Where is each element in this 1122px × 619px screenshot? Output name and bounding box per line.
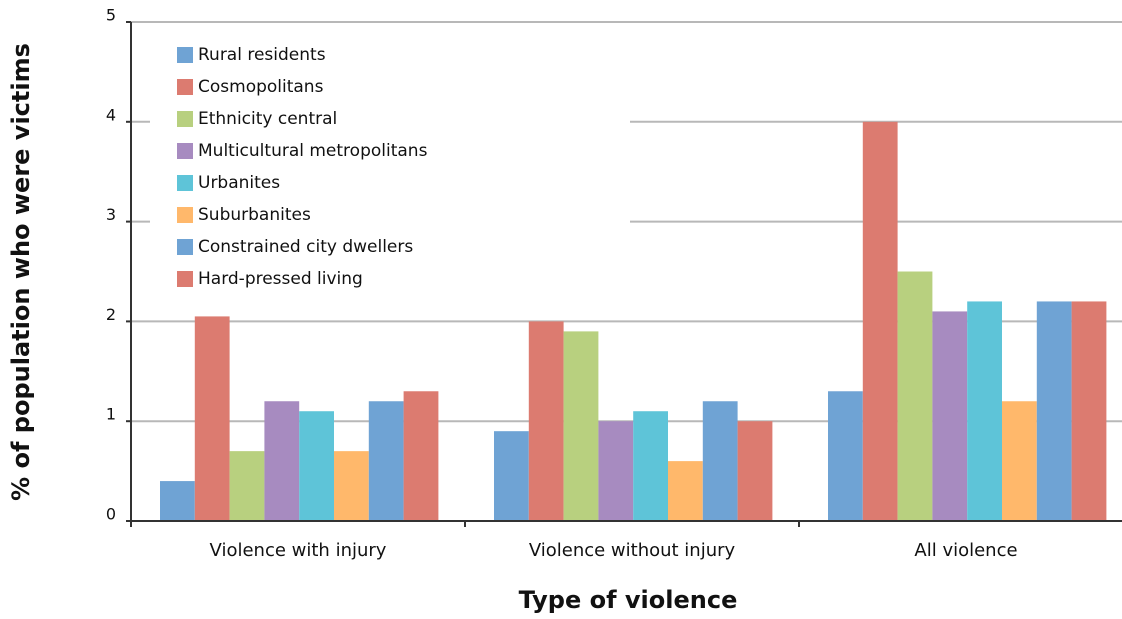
bar xyxy=(828,391,863,521)
legend-label: Rural residents xyxy=(198,45,326,65)
legend-label: Constrained city dwellers xyxy=(198,237,413,257)
x-tick-label: All violence xyxy=(914,540,1017,561)
legend-box xyxy=(150,30,630,302)
bar xyxy=(494,431,529,521)
legend-label: Multicultural metropolitans xyxy=(198,141,428,161)
bar xyxy=(528,321,564,521)
bar xyxy=(299,411,334,521)
bar xyxy=(862,121,898,522)
legend-swatch xyxy=(177,175,193,191)
y-tick-label: 4 xyxy=(106,105,116,124)
legend-swatch xyxy=(177,47,193,63)
x-tick-label: Violence without injury xyxy=(529,540,736,561)
legend-label: Cosmopolitans xyxy=(198,77,324,97)
y-tick-label: 5 xyxy=(106,6,116,25)
bar xyxy=(897,271,933,521)
y-tick-label: 0 xyxy=(106,505,116,524)
bar xyxy=(563,331,599,521)
bar xyxy=(932,311,968,521)
bar xyxy=(368,401,404,521)
bar xyxy=(598,421,634,521)
bar xyxy=(737,421,773,521)
legend-label: Ethnicity central xyxy=(198,109,337,129)
bar xyxy=(1071,301,1107,521)
bar xyxy=(264,401,300,521)
legend-swatch xyxy=(177,143,193,159)
legend-label: Suburbanites xyxy=(198,205,311,225)
x-axis-title: Type of violence xyxy=(519,586,738,614)
bar xyxy=(967,301,1002,521)
bar xyxy=(1036,301,1072,521)
legend-swatch xyxy=(177,111,193,127)
bar xyxy=(633,411,668,521)
legend-label: Urbanites xyxy=(198,173,280,193)
bar xyxy=(334,451,369,521)
legend-label: Hard-pressed living xyxy=(198,269,363,289)
x-tick-label: Violence with injury xyxy=(210,540,387,561)
bar xyxy=(403,391,439,521)
bar xyxy=(194,316,230,521)
bar xyxy=(668,461,703,521)
bar xyxy=(229,451,265,521)
y-tick-label: 2 xyxy=(106,305,116,324)
bar xyxy=(1002,401,1037,521)
legend-swatch xyxy=(177,239,193,255)
y-axis-title: % of population who were victims xyxy=(7,43,35,501)
legend-swatch xyxy=(177,207,193,223)
y-tick-label: 3 xyxy=(106,205,116,224)
legend-swatch xyxy=(177,271,193,287)
legend-swatch xyxy=(177,79,193,95)
bar xyxy=(702,401,738,521)
bar xyxy=(160,481,195,521)
y-tick-label: 1 xyxy=(106,405,116,424)
